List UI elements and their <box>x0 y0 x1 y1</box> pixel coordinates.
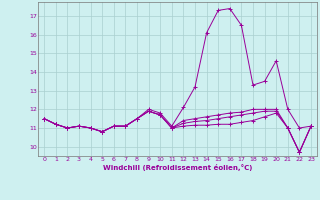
X-axis label: Windchill (Refroidissement éolien,°C): Windchill (Refroidissement éolien,°C) <box>103 164 252 171</box>
